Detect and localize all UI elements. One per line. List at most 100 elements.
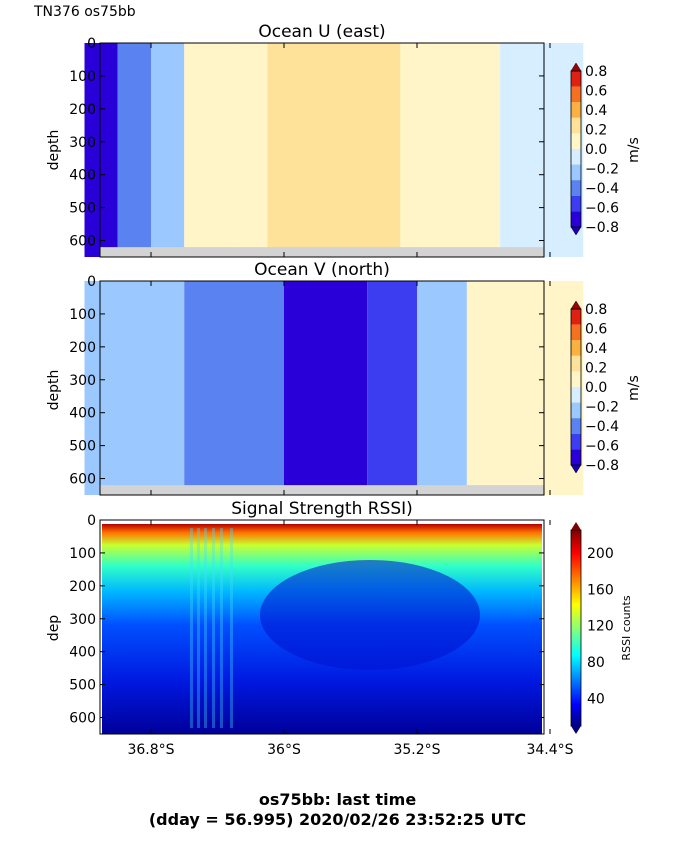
rssi-colorbar-tick: 200 — [587, 546, 614, 562]
rssi-colorbar-tick: 160 — [587, 582, 614, 598]
rssi-ytick-label: 0 — [87, 513, 96, 529]
rssi-ytick-label: 300 — [69, 612, 96, 628]
ocean-v-ytick-label: 300 — [69, 373, 96, 389]
ocean-u-colorbar-label: m/s — [626, 137, 642, 163]
rssi-xtick-label: 36°S — [267, 742, 301, 758]
ocean-v-frame — [99, 280, 545, 496]
ocean-v-title: Ocean V (north) — [254, 260, 390, 280]
cruise-label: TN376 os75bb — [34, 4, 136, 20]
ocean-v-band — [184, 281, 284, 495]
ocean-v-band — [84, 281, 185, 495]
rssi-heatmap — [100, 520, 544, 734]
rssi-colorbar-extend-bottom — [571, 726, 581, 734]
ocean-u-colorbar-swatch — [571, 195, 581, 212]
ocean-v-band — [367, 281, 417, 495]
rssi-panel: Signal Strength RSSI) 0 100 200 300 400 500 60… — [46, 499, 633, 758]
ocean-u-colorbar-tick: 0.0 — [585, 142, 607, 158]
rssi-colorbar-tick: 40 — [587, 692, 605, 708]
rssi-xaxis: 36.8°S 36°S 35.2°S 34.4°S — [127, 520, 574, 758]
ocean-v-colorbar-swatch — [571, 355, 581, 372]
ocean-u-colorbar-swatch — [571, 86, 581, 103]
ocean-u-band — [400, 43, 501, 257]
ocean-v-band — [466, 281, 584, 495]
rssi-yaxis: 0 100 200 300 400 500 600 — [69, 513, 544, 727]
ocean-u-colorbar-tick: −0.8 — [585, 220, 619, 236]
rssi-ytick-label: 500 — [69, 678, 96, 694]
rssi-title: Signal Strength RSSI) — [231, 499, 413, 519]
rssi-ylabel: dep — [46, 615, 62, 642]
ocean-v-colorbar-tick: 0.4 — [585, 341, 607, 357]
rssi-xtick-label: 35.2°S — [393, 742, 440, 758]
ocean-v-colorbar-swatch — [571, 340, 581, 356]
rssi-ytick-label: 200 — [69, 579, 96, 595]
rssi-streak — [212, 528, 215, 728]
ocean-v-ytick-label: 500 — [69, 439, 96, 455]
ocean-v-colorbar-swatch — [571, 449, 581, 465]
ocean-u-title: Ocean U (east) — [258, 22, 385, 42]
ocean-v-colorbar-swatch — [571, 309, 581, 325]
ocean-v-ytick-label: 100 — [69, 307, 96, 323]
rssi-frame — [99, 519, 545, 735]
rssi-colorbar-extend-top — [571, 522, 581, 530]
ocean-v-colorbar-tick: 0.8 — [585, 302, 607, 318]
rssi-streak — [220, 528, 223, 728]
ocean-u-band — [234, 43, 268, 257]
ocean-v-colorbar-tick: 0.0 — [585, 380, 607, 396]
rssi-ytick-label: 400 — [69, 645, 96, 661]
ocean-u-ytick-label: 400 — [69, 168, 96, 184]
ocean-u-colorbar-swatch — [571, 117, 581, 134]
ocean-u-colorbar-swatch — [571, 211, 581, 227]
ocean-u-band — [500, 43, 584, 257]
ocean-v-ytick-label: 400 — [69, 406, 96, 422]
rssi-streak — [190, 528, 193, 728]
ocean-u-band — [184, 43, 235, 257]
ocean-u-colorbar: 0.8 0.6 0.4 0.2 0.0 −0.2 −0.4 −0.6 −0.8 — [570, 62, 619, 236]
ocean-v-colorbar-frame — [570, 308, 582, 466]
rssi-xtick-label: 34.4°S — [526, 742, 573, 758]
ocean-v-colorbar-swatch — [571, 324, 581, 341]
rssi-ytick-label: 600 — [69, 711, 96, 727]
ocean-u-ytick-label: 100 — [69, 69, 96, 85]
ocean-v-colorbar-swatch — [571, 371, 581, 387]
ocean-u-colorbar-tick: 0.4 — [585, 103, 607, 119]
ocean-v-ytick-label: 0 — [87, 274, 96, 290]
rssi-colorbar-gradient — [570, 529, 582, 727]
ocean-u-ytick-label: 200 — [69, 102, 96, 118]
rssi-colorbar-label: RSSI counts — [620, 595, 633, 660]
rssi-colorbar-tick: 120 — [587, 619, 614, 635]
ocean-u-colorbar-swatch — [571, 133, 581, 149]
ocean-v-yaxis: 0 100 200 300 400 500 600 — [69, 274, 551, 495]
ocean-v-colorbar-swatch — [571, 402, 581, 419]
ocean-u-colorbar-tick: 0.2 — [585, 123, 607, 139]
ocean-u-yaxis: 0 100 200 300 400 500 600 — [69, 36, 551, 257]
rssi-streak — [204, 528, 207, 728]
ocean-v-ylabel: depth — [46, 370, 62, 411]
ocean-u-ytick-label: 300 — [69, 135, 96, 151]
ocean-v-colorbar: 0.8 0.6 0.4 0.2 0.0 −0.2 −0.4 −0.6 −0.8 — [570, 300, 619, 474]
ocean-v-colorbar-tick: 0.2 — [585, 361, 607, 377]
ocean-v-colorbar-label: m/s — [626, 375, 642, 401]
ocean-u-colorbar-swatch — [571, 180, 581, 196]
rssi-ytick-label: 100 — [69, 546, 96, 562]
ocean-u-colorbar-frame — [570, 70, 582, 228]
ocean-u-colorbar-swatch — [571, 164, 581, 181]
ocean-v-ytick-label: 600 — [69, 472, 96, 488]
ocean-u-frame — [99, 42, 545, 258]
ocean-v-colorbar-tick: −0.8 — [585, 458, 619, 474]
ocean-u-colorbar-swatch — [571, 71, 581, 87]
ocean-u-ytick-label: 500 — [69, 201, 96, 217]
ocean-u-heatmap — [84, 43, 584, 257]
ocean-u-colorbar-tick: 0.8 — [585, 64, 607, 80]
ocean-v-colorbar-tick: −0.2 — [585, 400, 619, 416]
footer-title: os75bb: last time — [258, 790, 417, 809]
ocean-u-panel: Ocean U (east) 0 100 200 300 400 500 600 depth… — [46, 22, 642, 258]
ocean-v-colorbar-tick: −0.4 — [585, 419, 619, 435]
ocean-u-colorbar-tick: −0.4 — [585, 181, 619, 197]
ocean-v-band — [284, 281, 368, 495]
footer-timestamp: (dday = 56.995) 2020/02/26 23:52:25 UTC — [148, 810, 527, 829]
ocean-u-colorbar-tick: −0.6 — [585, 201, 619, 217]
ocean-v-colorbar-tick: −0.6 — [585, 439, 619, 455]
ocean-v-colorbar-swatch — [571, 433, 581, 450]
ocean-u-band — [84, 43, 118, 257]
